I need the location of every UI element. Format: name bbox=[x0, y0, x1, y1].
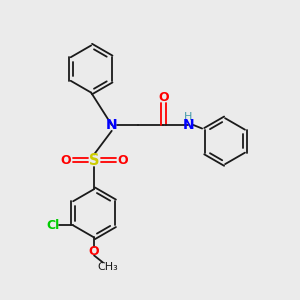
Text: S: S bbox=[89, 153, 99, 168]
Text: O: O bbox=[89, 245, 99, 258]
Text: Cl: Cl bbox=[46, 219, 59, 232]
Text: O: O bbox=[117, 154, 128, 167]
Text: O: O bbox=[158, 91, 169, 104]
Text: N: N bbox=[106, 118, 118, 132]
Text: H: H bbox=[184, 112, 193, 122]
Text: CH₃: CH₃ bbox=[97, 262, 118, 272]
Text: O: O bbox=[60, 154, 71, 167]
Text: N: N bbox=[182, 118, 194, 132]
